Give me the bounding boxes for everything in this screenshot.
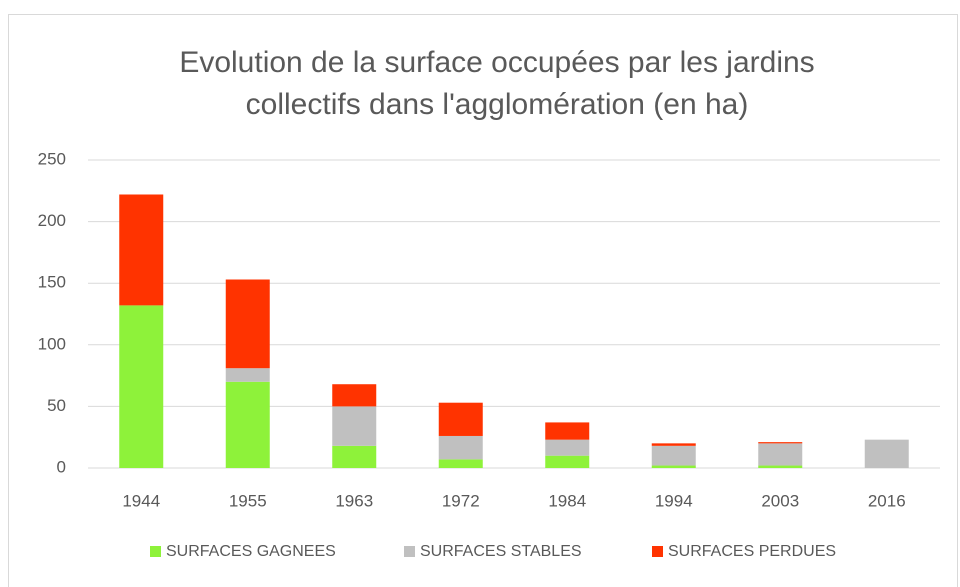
legend-label: SURFACES STABLES [420, 543, 582, 560]
x-tick-label: 1963 [335, 491, 373, 510]
bar-segment [225, 368, 270, 382]
bar-segment [119, 305, 164, 468]
bar-segment [332, 406, 377, 446]
bar-segment [545, 422, 590, 440]
bar-segment [651, 443, 696, 446]
bar-segment [864, 439, 909, 468]
bar-segment [119, 194, 164, 306]
bar-segment [651, 445, 696, 466]
bar-segment [332, 445, 377, 468]
x-tick-label: 1955 [229, 491, 267, 510]
bar-segment [758, 465, 803, 468]
bar-segment [545, 439, 590, 456]
legend-swatch [404, 546, 415, 557]
bar-segment [651, 465, 696, 468]
y-tick-label: 250 [38, 149, 66, 168]
bar-segment [545, 455, 590, 468]
y-tick-label: 150 [38, 273, 66, 292]
bar-segment [438, 435, 483, 460]
legend-swatch [150, 546, 161, 557]
x-tick-label: 1972 [442, 491, 480, 510]
bar-segment [332, 384, 377, 407]
bar-segment [225, 279, 270, 369]
y-tick-label: 0 [57, 457, 66, 476]
chart-border [8, 14, 958, 587]
x-tick-label: 1984 [548, 491, 586, 510]
y-tick-label: 100 [38, 334, 66, 353]
chart-title: collectifs dans l'agglomération (en ha) [246, 88, 749, 121]
chart-title: Evolution de la surface occupées par les… [179, 46, 814, 79]
bar-segment [758, 443, 803, 466]
legend-label: SURFACES PERDUES [668, 543, 836, 560]
bar-segment [438, 402, 483, 436]
x-tick-label: 1994 [655, 491, 693, 510]
y-tick-label: 50 [47, 396, 66, 415]
legend-swatch [652, 546, 663, 557]
x-tick-label: 2003 [761, 491, 799, 510]
bar-segment [438, 459, 483, 468]
bar-segment [225, 381, 270, 468]
y-tick-label: 200 [38, 211, 66, 230]
bar-segment [758, 442, 803, 444]
x-tick-label: 2016 [868, 491, 906, 510]
legend-label: SURFACES GAGNEES [166, 543, 336, 560]
x-tick-label: 1944 [122, 491, 160, 510]
